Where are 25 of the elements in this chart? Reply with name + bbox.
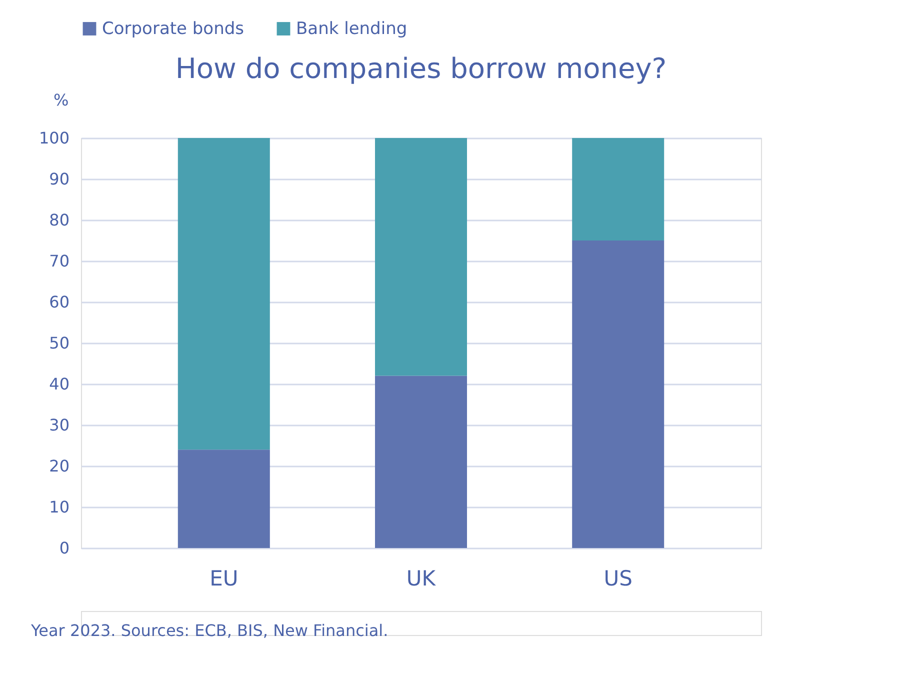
bar bbox=[178, 138, 270, 450]
bar bbox=[572, 138, 664, 240]
bar bbox=[178, 450, 270, 548]
legend-label: Bank lending bbox=[296, 18, 408, 39]
y-tick-label: 70 bbox=[49, 252, 70, 270]
x-tick-label: US bbox=[604, 566, 632, 590]
y-axis-title: % bbox=[54, 90, 69, 110]
text: Year 2023. Sources: ECB, BIS, New Financial. bbox=[30, 621, 388, 640]
y-tick-label: 50 bbox=[49, 334, 70, 352]
legend-label: Corporate bonds bbox=[102, 18, 244, 39]
x-tick-label: EU bbox=[210, 566, 238, 590]
y-tick-label: 60 bbox=[49, 292, 70, 312]
y-tick-label: 0 bbox=[59, 538, 70, 558]
bar bbox=[572, 240, 664, 548]
bar bbox=[375, 138, 467, 376]
y-tick-label: 30 bbox=[49, 416, 70, 434]
y-tick-label: 100 bbox=[38, 128, 70, 148]
x-tick-label: UK bbox=[406, 566, 437, 590]
chart-title: How do companies borrow money? bbox=[175, 52, 667, 85]
y-tick-label: 90 bbox=[49, 170, 70, 188]
y-tick-label: 10 bbox=[49, 498, 70, 516]
y-tick-label: 80 bbox=[49, 210, 70, 230]
bar bbox=[375, 376, 467, 548]
y-tick-label: 20 bbox=[49, 456, 70, 476]
y-tick-label: 40 bbox=[49, 374, 70, 394]
